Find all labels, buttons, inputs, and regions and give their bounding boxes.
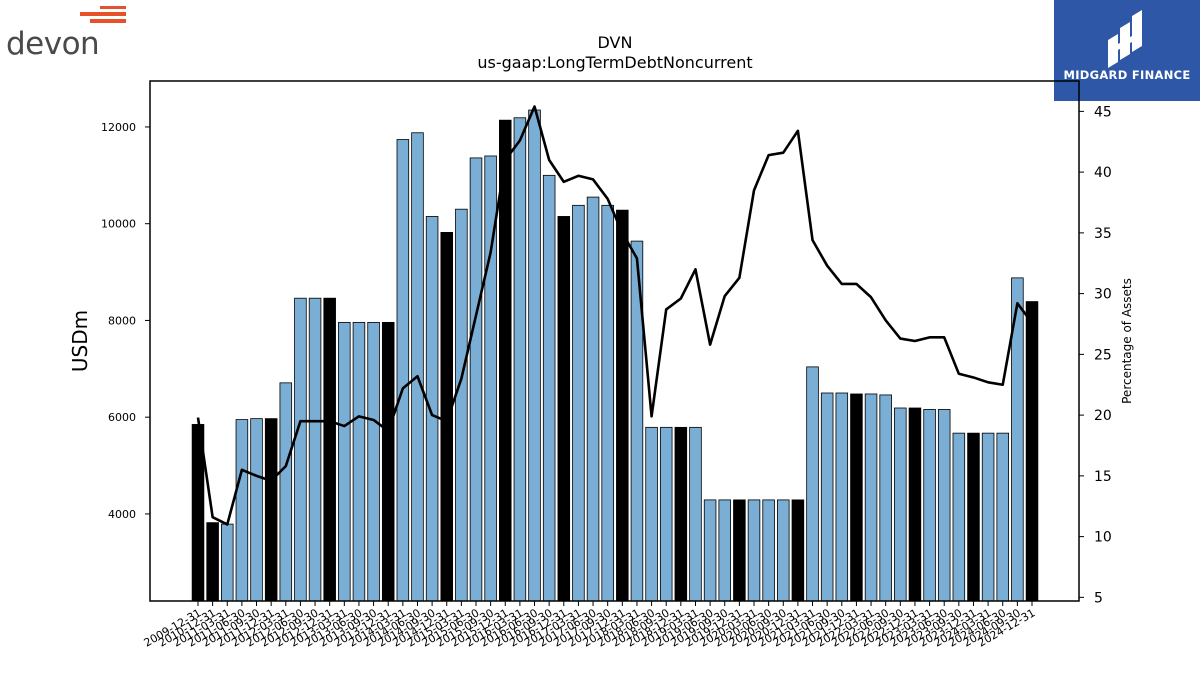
bar <box>820 392 834 602</box>
midgard-logo-mark-icon <box>1108 10 1142 68</box>
y2-tick-label: 45 <box>1094 104 1112 120</box>
bar <box>981 432 995 602</box>
bar <box>777 499 790 602</box>
bar <box>791 499 805 602</box>
y-axis-right: 5 10 15 20 25 30 35 40 45 <box>1079 104 1112 606</box>
bar <box>294 297 307 602</box>
bar <box>850 393 863 602</box>
bar <box>835 392 849 602</box>
bar <box>367 321 380 602</box>
bar <box>455 208 468 602</box>
bar <box>718 499 731 602</box>
bar <box>411 132 424 602</box>
bar <box>221 523 234 602</box>
devon-logo: devon <box>4 4 128 64</box>
bar <box>762 499 775 602</box>
bar <box>513 117 527 602</box>
bar <box>469 157 483 602</box>
x-axis: 2009-12-312010-12-312011-03-312011-06-30… <box>142 601 1038 650</box>
bar <box>937 409 951 602</box>
y2-axis-label: Percentage of Assets <box>1120 278 1134 404</box>
bar <box>338 321 351 602</box>
y2-tick-label: 15 <box>1094 469 1112 485</box>
bar <box>747 499 761 602</box>
bar <box>879 394 892 602</box>
bar <box>864 393 878 602</box>
bar <box>528 109 541 602</box>
bar <box>572 204 585 602</box>
chart-title: DVN <box>598 33 633 52</box>
bar <box>586 196 600 602</box>
line-series <box>196 105 1034 526</box>
y-tick-label: 10000 <box>101 218 136 231</box>
y2-tick-label: 40 <box>1094 165 1112 181</box>
percentage-line <box>196 105 1034 526</box>
bar <box>674 426 688 602</box>
bar <box>645 426 658 602</box>
bar <box>235 419 249 602</box>
chart-subtitle: us-gaap:LongTermDebtNoncurrent <box>477 53 752 72</box>
devon-logo-text: devon <box>6 26 100 62</box>
y-axis-label: USDm <box>68 310 92 372</box>
y2-tick-label: 30 <box>1094 287 1112 303</box>
bar <box>952 432 966 602</box>
bar <box>806 366 819 602</box>
bar <box>279 382 293 602</box>
bar <box>894 407 907 602</box>
bar <box>440 231 453 602</box>
bar <box>352 321 366 602</box>
plot-frame <box>149 80 1080 602</box>
y2-tick-label: 10 <box>1094 530 1112 546</box>
y-axis-left: 4000 6000 8000 10000 12000 <box>101 121 150 521</box>
bar <box>396 139 410 602</box>
bar <box>557 216 571 602</box>
bar <box>908 407 922 602</box>
bar <box>616 209 629 602</box>
bar <box>923 409 936 602</box>
bar <box>264 418 278 602</box>
bar <box>308 297 322 602</box>
devon-logo-bars-icon <box>80 6 126 23</box>
bar <box>206 522 219 602</box>
bar <box>967 432 980 602</box>
y-tick-label: 6000 <box>108 411 136 424</box>
bar <box>689 426 702 602</box>
y-tick-label: 12000 <box>101 121 136 134</box>
bar <box>996 432 1009 602</box>
y2-tick-label: 5 <box>1094 590 1103 606</box>
y-tick-label: 8000 <box>108 314 136 327</box>
bar <box>703 499 717 602</box>
bar <box>425 216 439 602</box>
bar <box>542 174 556 602</box>
y-tick-label: 4000 <box>108 508 136 521</box>
y2-tick-label: 25 <box>1094 347 1112 363</box>
bar <box>250 418 263 602</box>
bar <box>601 204 614 602</box>
bar <box>381 321 395 602</box>
midgard-finance-logo: MIDGARD FINANCE <box>1054 0 1200 101</box>
bar <box>1025 301 1039 602</box>
bar <box>659 426 673 602</box>
bar <box>733 499 746 602</box>
bar <box>323 297 336 602</box>
y2-tick-label: 35 <box>1094 226 1112 242</box>
midgard-logo-text: MIDGARD FINANCE <box>1063 68 1191 82</box>
bar-series <box>191 109 1039 602</box>
y2-tick-label: 20 <box>1094 408 1112 424</box>
